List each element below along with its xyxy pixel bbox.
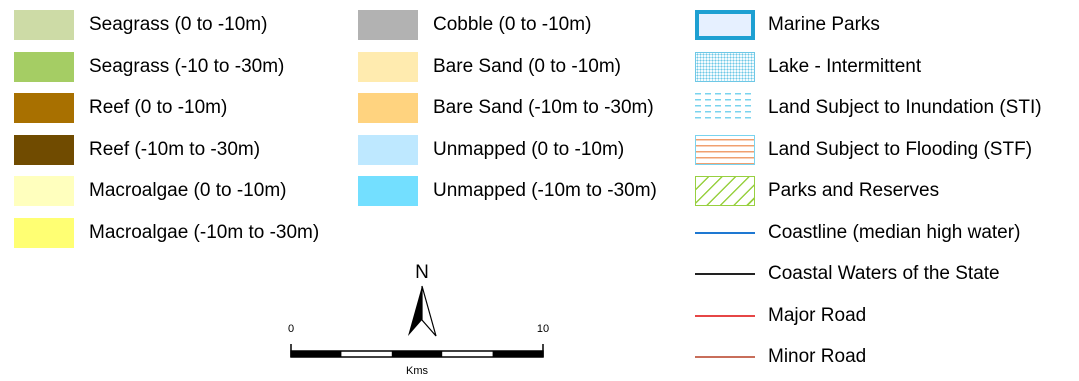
scale-bar: 0 10 Kms <box>288 323 549 377</box>
legend-label: Lake - Intermittent <box>768 55 922 77</box>
legend-label: Marine Parks <box>768 14 880 35</box>
scale-segment-5 <box>492 351 543 357</box>
legend-label: Reef (-10m to -30m) <box>89 138 261 160</box>
legend-label: Macroalgae (-10m to -30m) <box>89 221 320 243</box>
legend-label: Coastal Waters of the State <box>768 263 1000 284</box>
legend-label: Minor Road <box>768 346 867 367</box>
legend-symbol-marine-parks <box>695 10 755 40</box>
legend-swatch <box>358 134 418 165</box>
legend-label: Seagrass (0 to -10m) <box>89 14 268 35</box>
legend-label: Seagrass (-10 to -30m) <box>89 55 285 77</box>
legend-symbol-land-flooding <box>695 134 755 165</box>
legend-label: Coastline (median high water) <box>768 221 1021 243</box>
legend-label: Major Road <box>768 304 867 326</box>
legend-swatch <box>14 93 74 123</box>
legend-swatch <box>14 10 74 40</box>
legend-label: Bare Sand (-10m to -30m) <box>433 97 654 118</box>
legend-label: Land Subject to Flooding (STF) <box>768 138 1033 160</box>
north-arrow-light-half <box>421 285 437 337</box>
legend-label: Cobble (0 to -10m) <box>433 14 592 35</box>
legend-swatch <box>14 217 74 248</box>
legend-swatch <box>358 176 418 206</box>
scale-segment-1 <box>291 351 342 357</box>
legend-swatch <box>14 51 74 82</box>
legend-label: Reef (0 to -10m) <box>89 97 228 118</box>
legend-label: Bare Sand (0 to -10m) <box>433 55 621 77</box>
legend-swatch <box>358 51 418 82</box>
legend-swatch <box>358 10 418 40</box>
scale-max-label: 10 <box>537 323 549 335</box>
legend-swatch <box>14 134 74 165</box>
north-label: N <box>415 262 429 283</box>
legend-label: Unmapped (-10m to -30m) <box>433 180 657 201</box>
legend-label: Unmapped (0 to -10m) <box>433 138 625 160</box>
legend-swatch <box>14 176 74 206</box>
legend-symbol-lake-intermittent <box>695 51 755 82</box>
north-arrow-dark-half <box>408 286 422 336</box>
legend-line-symbol <box>695 356 755 358</box>
legend-swatch <box>358 93 418 123</box>
north-arrow-icon: N <box>408 262 437 337</box>
legend-label: Macroalgae (0 to -10m) <box>89 180 287 201</box>
scale-unit-label: Kms <box>406 365 429 377</box>
legend-label: Parks and Reserves <box>768 180 940 201</box>
legend-label: Land Subject to Inundation (STI) <box>768 97 1042 118</box>
legend-line-symbol <box>695 231 755 234</box>
legend-line-symbol <box>695 314 755 317</box>
legend-symbol-land-inundation <box>695 93 755 123</box>
legend-line-symbol <box>695 273 755 275</box>
scale-segment-3 <box>391 351 443 357</box>
legend-symbol-parks-reserves <box>695 176 755 206</box>
scale-min-label: 0 <box>288 323 294 335</box>
